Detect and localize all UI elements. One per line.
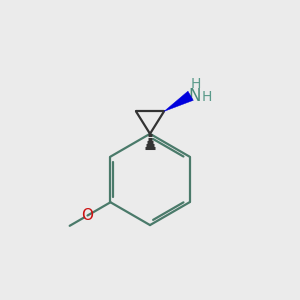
Text: H: H [190, 77, 200, 91]
Text: H: H [201, 90, 212, 104]
Polygon shape [164, 91, 193, 111]
Text: O: O [82, 208, 94, 223]
Text: N: N [188, 87, 200, 105]
